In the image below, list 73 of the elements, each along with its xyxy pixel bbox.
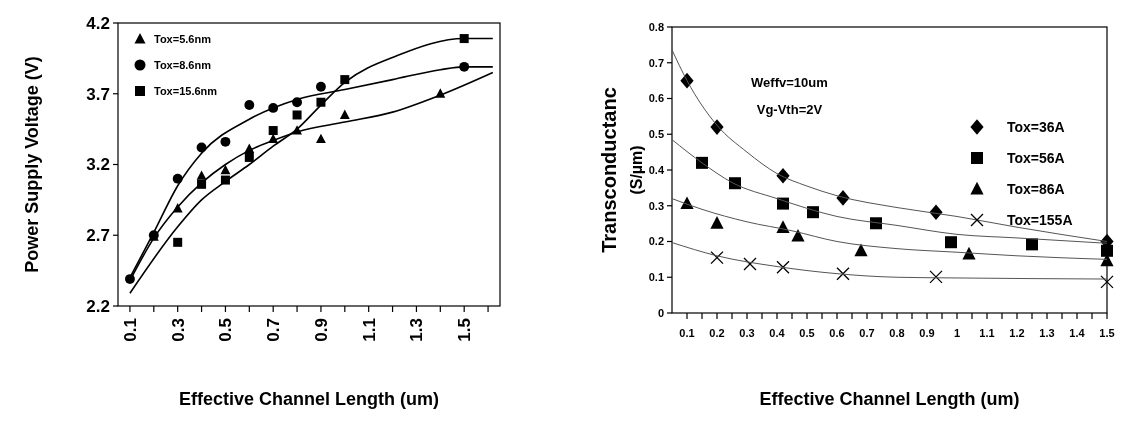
y-tick-label: 0.3: [648, 199, 664, 212]
x-tick-label: 1.3: [1039, 327, 1055, 339]
point: [836, 267, 850, 281]
point: [220, 164, 231, 175]
x-tick-label: 0.5: [799, 327, 815, 339]
x-tick-label: 0.7: [264, 318, 284, 342]
point: [776, 260, 790, 274]
x-tick-label: 1: [953, 327, 961, 339]
legend-label: Tox=5.6nm: [154, 32, 212, 45]
y-tick-label: 0.8: [648, 20, 664, 33]
point: [1101, 244, 1113, 257]
point: [791, 228, 805, 242]
x-tick-label: 0.3: [168, 318, 188, 342]
point: [244, 100, 255, 111]
y-tick-label: 4.2: [86, 13, 110, 33]
x-tick-label: 0.3: [739, 327, 755, 339]
point: [315, 133, 326, 144]
x-tick-label: 0.1: [679, 327, 695, 339]
x-tick-label: 0.5: [216, 318, 236, 342]
annotation: Weffv=10um: [751, 75, 828, 90]
y-tick-label: 3.2: [86, 155, 110, 175]
legend-label: Tox=155A: [1007, 211, 1073, 228]
x-tick-label: 0.9: [919, 327, 935, 339]
legend-label: Tox=86A: [1007, 180, 1065, 197]
x-tick-label: 0.2: [709, 327, 725, 339]
x-tick-label: 1.3: [407, 318, 427, 342]
x-axis-title: Effective Channel Length (um): [178, 389, 440, 409]
x-tick-label: 1.1: [359, 318, 379, 342]
annotation: Vg-Vth=2V: [756, 102, 823, 117]
x-tick-label: 1.5: [1099, 327, 1115, 339]
legend-label: Tox=8.6nm: [154, 58, 212, 71]
x-tick-label: 0.7: [859, 327, 875, 339]
x-tick-label: 1.4: [1069, 327, 1086, 339]
x-axis-title: Effective Channel Length (um): [759, 389, 1020, 409]
point: [173, 237, 183, 247]
y-tick-label: 0: [657, 306, 664, 319]
point: [292, 110, 302, 120]
y-axis-title: Transconductanc (S/µm): [598, 87, 645, 253]
point: [945, 236, 957, 249]
y-tick-label: 0.5: [648, 128, 664, 141]
point: [1100, 275, 1114, 289]
y-tick-label: 2.2: [86, 296, 110, 316]
x-tick-label: 0.8: [889, 327, 905, 339]
x-tick-label: 0.9: [311, 318, 331, 342]
y-tick-label: 0.6: [648, 92, 664, 105]
x-tick-label: 1.1: [979, 327, 995, 339]
legend-label: Tox=56A: [1007, 149, 1065, 166]
point: [339, 109, 350, 120]
point: [854, 243, 868, 257]
point: [710, 250, 724, 265]
point: [220, 136, 231, 147]
line-series: [671, 242, 1108, 280]
x-tick-label: 0.6: [829, 327, 845, 339]
point: [244, 152, 254, 162]
point: [315, 81, 326, 92]
x-tick-label: 0.1: [120, 318, 140, 342]
x-tick-label: 0.4: [769, 327, 786, 339]
point: [196, 170, 207, 180]
point: [743, 257, 757, 271]
y-tick-label: 0.2: [648, 235, 664, 248]
y-tick-label: 3.7: [86, 84, 110, 104]
y-tick-label: 0.1: [648, 271, 664, 284]
x-tick-label: 1.5: [455, 318, 475, 342]
legend-label: Tox=36A: [1007, 118, 1065, 135]
y-tick-label: 2.7: [86, 226, 110, 246]
y-tick-label: 0.7: [648, 56, 664, 69]
x-tick-label: 1.2: [1009, 327, 1025, 339]
point: [268, 126, 278, 136]
point: [929, 270, 943, 284]
y-axis-title: Power Supply Voltage (V): [22, 56, 42, 273]
legend-label: Tox=15.6nm: [154, 84, 218, 97]
point: [710, 216, 724, 229]
y-tick-label: 0.4: [648, 163, 665, 176]
